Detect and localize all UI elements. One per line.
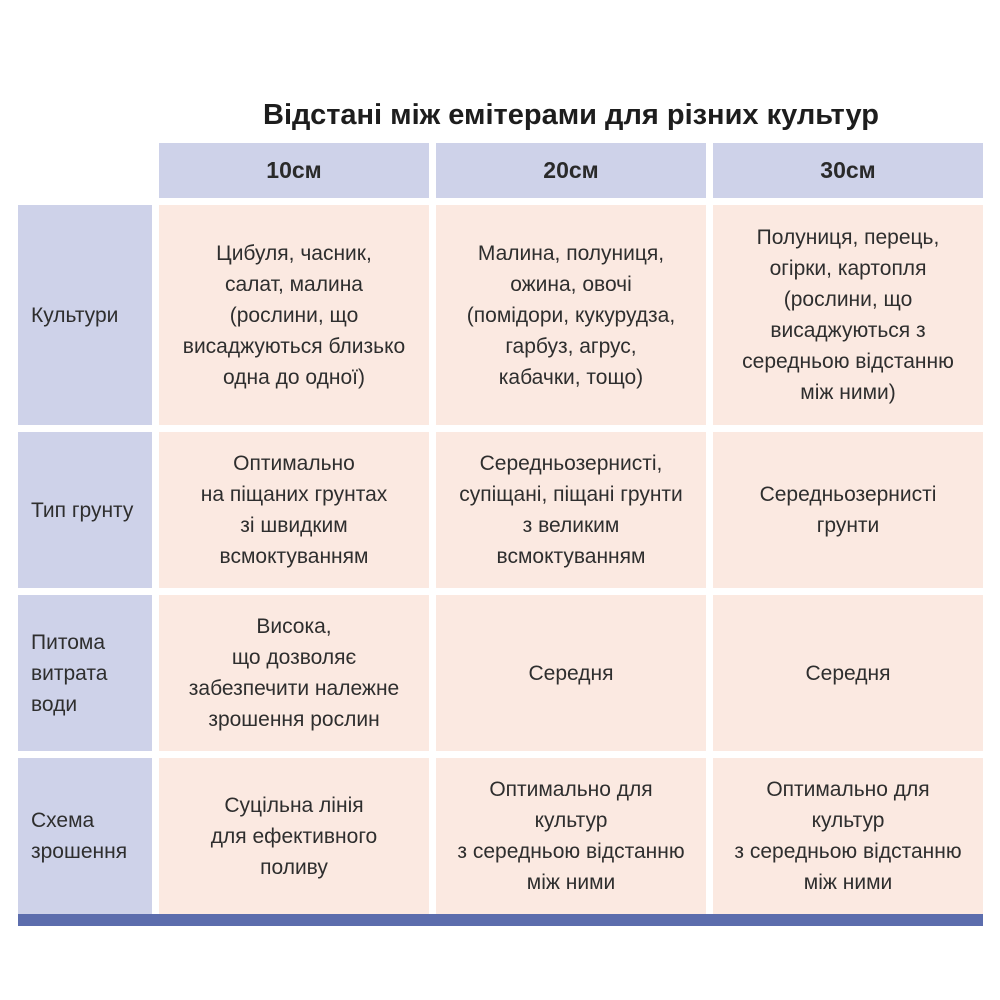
- table-cell-soil-20cm: Середньозернисті, супіщані, піщані грунт…: [436, 432, 706, 588]
- table-cell-crops-10cm: Цибуля, часник, салат, малина (рослини, …: [159, 205, 429, 425]
- table-cell-scheme-20cm: Оптимально для культур з середньою відст…: [436, 758, 706, 914]
- table-cell-soil-30cm: Середньозернисті грунти: [713, 432, 983, 588]
- table-cell-crops-20cm: Малина, полуниця, ожина, овочі (помідори…: [436, 205, 706, 425]
- row-header-water-rate: Питома витрата води: [18, 595, 152, 751]
- table-cell-soil-10cm: Оптимально на піщаних грунтах зі швидким…: [159, 432, 429, 588]
- table-cell-crops-30cm: Полуниця, перець, огірки, картопля (росл…: [713, 205, 983, 425]
- emitter-distance-table: Відстані між емітерами для різних культу…: [18, 95, 983, 914]
- row-header-soil-type: Тип грунту: [18, 432, 152, 588]
- row-header-irrigation-scheme: Схема зрошення: [18, 758, 152, 914]
- column-header-10cm: 10см: [159, 143, 429, 198]
- table-cell-water-20cm: Середня: [436, 595, 706, 751]
- table-cell-scheme-30cm: Оптимально для культур з середньою відст…: [713, 758, 983, 914]
- column-header-30cm: 30см: [713, 143, 983, 198]
- table-cell-water-10cm: Висока, що дозволяє забезпечити належне …: [159, 595, 429, 751]
- table-cell-scheme-10cm: Суцільна лінія для ефективного поливу: [159, 758, 429, 914]
- accent-bar: [18, 914, 983, 926]
- column-header-20cm: 20см: [436, 143, 706, 198]
- row-header-crops: Культури: [18, 205, 152, 425]
- table-cell-water-30cm: Середня: [713, 595, 983, 751]
- page-title: Відстані між емітерами для різних культу…: [263, 99, 879, 131]
